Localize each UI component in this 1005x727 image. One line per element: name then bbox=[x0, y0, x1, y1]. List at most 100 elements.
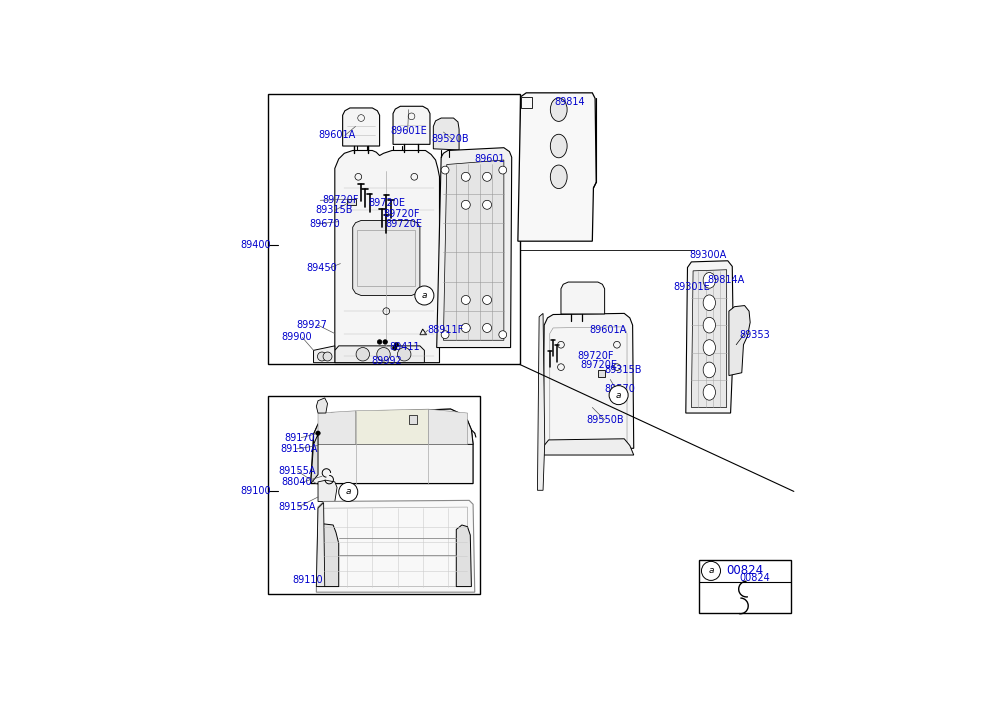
Text: 89720E: 89720E bbox=[580, 360, 617, 370]
Polygon shape bbox=[317, 398, 328, 413]
Text: a: a bbox=[616, 390, 621, 400]
Polygon shape bbox=[311, 409, 473, 483]
Circle shape bbox=[394, 342, 399, 347]
Circle shape bbox=[498, 331, 507, 339]
Polygon shape bbox=[409, 414, 417, 425]
Circle shape bbox=[482, 201, 491, 209]
Text: a: a bbox=[422, 291, 427, 300]
Polygon shape bbox=[347, 199, 356, 205]
Ellipse shape bbox=[704, 362, 716, 378]
Text: 88040: 88040 bbox=[281, 478, 312, 487]
Circle shape bbox=[339, 483, 358, 502]
Polygon shape bbox=[318, 411, 356, 444]
Circle shape bbox=[393, 346, 397, 350]
Text: 89601A: 89601A bbox=[318, 130, 355, 140]
Polygon shape bbox=[598, 370, 605, 377]
Text: 89720E: 89720E bbox=[385, 219, 422, 229]
Polygon shape bbox=[437, 148, 512, 348]
Polygon shape bbox=[729, 305, 750, 376]
Text: 89315B: 89315B bbox=[316, 206, 353, 215]
Text: 89411: 89411 bbox=[389, 342, 420, 352]
Circle shape bbox=[323, 352, 332, 361]
Circle shape bbox=[498, 166, 507, 174]
Text: 88911F: 88911F bbox=[428, 325, 464, 335]
Text: 89601E: 89601E bbox=[391, 126, 427, 137]
Polygon shape bbox=[335, 346, 424, 363]
Circle shape bbox=[398, 348, 411, 361]
Bar bbox=[267, 396, 480, 594]
Ellipse shape bbox=[551, 98, 567, 121]
Ellipse shape bbox=[704, 385, 716, 400]
Text: 89315B: 89315B bbox=[605, 366, 642, 375]
Polygon shape bbox=[561, 282, 605, 314]
Circle shape bbox=[461, 172, 470, 181]
Ellipse shape bbox=[551, 134, 567, 158]
Text: 89300A: 89300A bbox=[689, 250, 727, 260]
Circle shape bbox=[482, 172, 491, 181]
Polygon shape bbox=[433, 118, 459, 150]
Circle shape bbox=[377, 340, 382, 344]
Circle shape bbox=[701, 561, 721, 580]
Text: 89400: 89400 bbox=[241, 240, 271, 250]
Circle shape bbox=[482, 324, 491, 332]
Polygon shape bbox=[353, 220, 420, 295]
Text: 89520B: 89520B bbox=[431, 134, 468, 144]
Text: 89601A: 89601A bbox=[589, 325, 626, 334]
Text: 89814: 89814 bbox=[554, 97, 585, 107]
Ellipse shape bbox=[551, 165, 567, 188]
Text: 00824: 00824 bbox=[727, 564, 764, 577]
Circle shape bbox=[441, 331, 449, 339]
Polygon shape bbox=[318, 481, 337, 502]
Text: a: a bbox=[709, 566, 714, 575]
Text: 89900: 89900 bbox=[281, 332, 312, 342]
Text: 89670: 89670 bbox=[310, 219, 340, 229]
Circle shape bbox=[461, 201, 470, 209]
Circle shape bbox=[609, 385, 628, 405]
Polygon shape bbox=[518, 93, 596, 241]
Polygon shape bbox=[314, 346, 335, 363]
Text: 89927: 89927 bbox=[296, 320, 328, 330]
Text: 89301E: 89301E bbox=[673, 282, 711, 292]
Text: 00824: 00824 bbox=[739, 573, 770, 582]
Text: 89720E: 89720E bbox=[369, 198, 405, 208]
Polygon shape bbox=[314, 409, 473, 444]
Circle shape bbox=[377, 348, 390, 361]
Text: 89353: 89353 bbox=[739, 329, 770, 340]
Polygon shape bbox=[543, 313, 634, 449]
Text: 89570: 89570 bbox=[605, 384, 635, 394]
Polygon shape bbox=[393, 106, 430, 145]
Polygon shape bbox=[521, 97, 532, 108]
Text: 89110: 89110 bbox=[292, 575, 323, 585]
Polygon shape bbox=[538, 313, 545, 490]
Ellipse shape bbox=[704, 295, 716, 310]
Polygon shape bbox=[685, 261, 734, 413]
Circle shape bbox=[482, 295, 491, 305]
Polygon shape bbox=[317, 502, 325, 587]
Circle shape bbox=[441, 166, 449, 174]
Text: 89100: 89100 bbox=[241, 486, 271, 497]
Polygon shape bbox=[691, 270, 727, 407]
Text: 89992: 89992 bbox=[371, 356, 402, 366]
Circle shape bbox=[318, 352, 327, 361]
Polygon shape bbox=[456, 525, 471, 587]
Circle shape bbox=[461, 295, 470, 305]
Ellipse shape bbox=[704, 317, 716, 333]
Circle shape bbox=[356, 348, 370, 361]
Polygon shape bbox=[335, 150, 439, 363]
Text: 89720F: 89720F bbox=[384, 209, 420, 220]
Polygon shape bbox=[443, 160, 504, 340]
Polygon shape bbox=[311, 434, 318, 483]
Ellipse shape bbox=[704, 273, 716, 288]
Polygon shape bbox=[356, 409, 428, 444]
Circle shape bbox=[461, 324, 470, 332]
Circle shape bbox=[383, 340, 388, 344]
Polygon shape bbox=[317, 500, 474, 593]
Polygon shape bbox=[543, 439, 634, 455]
Text: 89155A: 89155A bbox=[278, 466, 316, 476]
Bar bbox=[267, 94, 520, 364]
Text: 89150A: 89150A bbox=[280, 444, 318, 454]
Polygon shape bbox=[318, 524, 339, 587]
Text: 89720F: 89720F bbox=[322, 196, 359, 205]
Text: 89601: 89601 bbox=[474, 154, 506, 164]
Text: 89720F: 89720F bbox=[578, 351, 614, 361]
